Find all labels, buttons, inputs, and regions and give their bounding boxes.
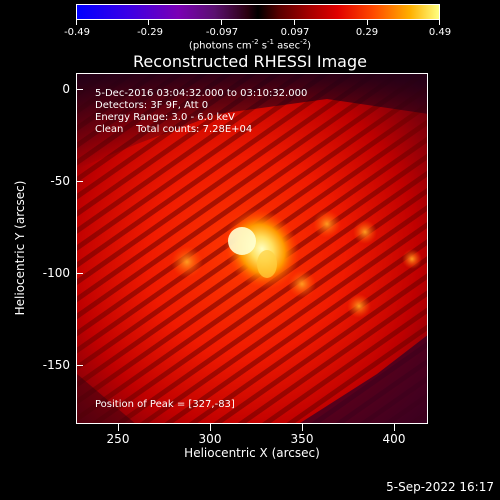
- y-tick: [76, 365, 83, 366]
- y-tick-label: -50: [50, 174, 70, 188]
- rhessi-image-plot: 5-Dec-2016 03:04:32.000 to 03:10:32.000 …: [76, 73, 428, 424]
- x-tick-label: 250: [106, 432, 130, 446]
- peak-position-annotation: Position of Peak = [327,-83]: [95, 399, 235, 410]
- colorbar-tick-label: -0.097: [205, 27, 239, 38]
- x-tick: [210, 424, 211, 431]
- colorbar-tick-label: -0.29: [137, 27, 163, 38]
- x-tick-label: 350: [290, 432, 314, 446]
- colorbar-ticks: [76, 20, 440, 26]
- colorbar-tick-label: 0.29: [355, 27, 379, 38]
- colorbar-tick-label: 0.49: [428, 27, 452, 38]
- energy-range-annotation: Energy Range: 3.0 - 6.0 keV: [95, 112, 235, 123]
- y-tick-label: -150: [42, 358, 70, 372]
- x-tick-label: 300: [198, 432, 222, 446]
- clean-counts-annotation: Clean Total counts: 7.28E+04: [95, 124, 253, 135]
- y-tick-label: -100: [42, 266, 70, 280]
- plot-title: Reconstructed RHESSI Image: [133, 52, 367, 71]
- x-tick: [118, 424, 119, 431]
- x-tick: [394, 424, 395, 431]
- generation-timestamp: 5-Sep-2022 16:17: [386, 480, 494, 494]
- colorbar-tick-label: -0.49: [64, 27, 90, 38]
- rhessi-image: [77, 74, 427, 423]
- y-tick-label: 0: [62, 82, 70, 96]
- detectors-annotation: Detectors: 3F 9F, Att 0: [95, 100, 209, 111]
- colorbar: [76, 4, 440, 20]
- x-tick-label: 400: [382, 432, 406, 446]
- x-tick: [302, 424, 303, 431]
- y-tick: [76, 273, 83, 274]
- colorbar-units: (photons cm-2 s-1 asec-2): [188, 38, 312, 52]
- y-tick: [76, 89, 83, 90]
- y-tick: [76, 181, 83, 182]
- colorbar-tick-label: 0.097: [280, 27, 310, 38]
- x-axis-label: Heliocentric X (arcsec): [184, 446, 320, 460]
- time-range-annotation: 5-Dec-2016 03:04:32.000 to 03:10:32.000: [95, 88, 308, 99]
- y-axis-label: Heliocentric Y (arcsec): [13, 180, 27, 316]
